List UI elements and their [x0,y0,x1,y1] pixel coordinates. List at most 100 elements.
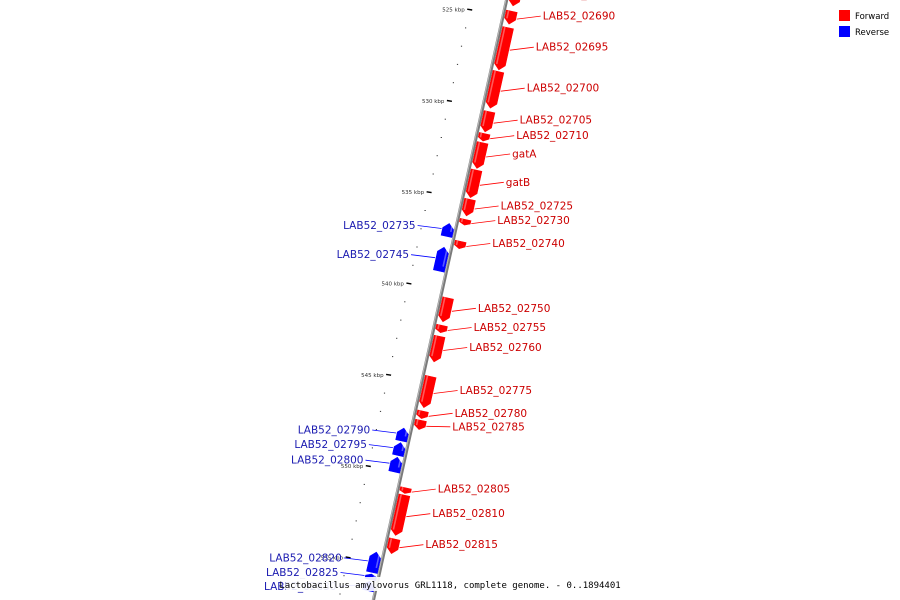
tick-label: 545 kbp [361,373,384,379]
gene-lab52-02775[interactable] [419,374,437,409]
gene-label[interactable]: LAB52_02785 [452,421,525,433]
gene-label[interactable]: LAB52_02800 [291,455,364,467]
gene-label[interactable]: LAB52_02820 [269,552,342,564]
gene-arrow[interactable] [429,334,446,363]
gene-lab52-02810[interactable] [390,493,411,536]
gene-lab52-02745[interactable] [433,246,449,273]
gene-arrow[interactable] [494,26,514,71]
gene-label[interactable]: LAB52_02750 [478,303,551,315]
gene-lab52-02735[interactable] [440,223,454,238]
gene-arrow[interactable] [388,456,403,474]
gene-label[interactable]: LAB52_02790 [298,425,371,437]
gene-label[interactable]: LAB52_02735 [343,220,416,232]
gene-label[interactable]: LAB52_02695 [536,42,609,54]
tick-label: 525 kbp [442,8,465,14]
gene-arrow-shine [415,419,419,426]
gene-label[interactable]: LAB52_02710 [516,130,589,142]
gene-arrow[interactable] [414,418,427,430]
gene-lab52-02805[interactable] [399,486,412,494]
gene-lab52-02705[interactable] [480,110,496,133]
gene-arrow[interactable] [416,409,429,419]
gene-label[interactable]: gatA [512,149,537,161]
major-tick [345,556,351,559]
gene-arrow[interactable] [433,246,449,273]
gene-label[interactable]: LAB52_02825 [266,567,339,579]
gene-arrow[interactable] [399,486,412,494]
gene-arrow-shine [418,410,421,416]
gene-label-leader [426,425,451,428]
gene-label[interactable]: LAB52_02745 [337,249,410,261]
gene-arrow[interactable] [485,70,505,109]
gene-label-leader [490,135,515,140]
gene-label[interactable]: gatB [506,177,530,189]
gene-label[interactable]: LAB52_02805 [438,484,511,496]
gene-lab52-02785[interactable] [414,418,427,430]
gene-lab52-02800[interactable] [388,456,403,474]
gene-arrow[interactable] [480,110,496,133]
gene-arrow[interactable] [390,493,411,536]
gene-lab52-02750[interactable] [438,296,454,323]
gene-arrow[interactable] [386,537,401,555]
gene-label[interactable]: LAB52_02740 [492,238,565,250]
gene-arrow-shine [487,70,496,103]
gene-lab52-02760[interactable] [429,334,446,363]
gene-lab52-02795[interactable] [392,442,406,457]
gene-label[interactable]: LAB52_02780 [455,408,527,420]
gene-label[interactable]: LAB52_02705 [520,115,593,127]
gene-gatb[interactable] [465,168,483,199]
gene-arrow-shine [401,443,405,452]
gene-lab52-02790[interactable] [395,427,409,443]
gene-arrow[interactable] [440,223,454,238]
gene-label-leader [368,444,393,448]
gene-arrow-shine [467,169,475,192]
gene-lab52-02815[interactable] [386,537,401,555]
gene-arrow[interactable] [366,551,381,574]
gene-arrow[interactable] [472,141,489,169]
major-tick [385,373,392,376]
gene-label[interactable]: LAB52_02795 [294,439,367,451]
gene-lab52-02700[interactable] [485,70,505,109]
gene-arrow[interactable] [461,197,476,217]
gene-lab52-02690[interactable] [504,9,518,25]
gene-arrow[interactable] [465,168,483,199]
gene-lab52-02685[interactable] [508,0,523,7]
gene-lab52-02820[interactable] [366,551,381,574]
gene-label[interactable]: LAB52_02685 [548,0,621,1]
gene-lab52-02780[interactable] [416,409,429,419]
gene-label[interactable]: LAB52_02810 [432,508,505,520]
gene-arrow-shine [506,10,510,19]
gene-arrow[interactable] [438,296,454,323]
gene-arrow-shine [397,457,402,468]
gene-arrow[interactable] [477,132,491,142]
gene-lab52-02695[interactable] [494,26,514,71]
gene-arrow[interactable] [435,323,448,334]
gene-arrow-shine [479,132,483,138]
gene-arrow-shine [450,224,454,233]
gene-label[interactable]: LAB52_02730 [497,215,570,227]
labels-layer: LAB52_02680LAB52_02685LAB52_02690LAB52_0… [264,0,621,593]
gene-arrow[interactable] [508,0,523,7]
gene-lab52-02740[interactable] [454,239,467,250]
gene-gata[interactable] [472,141,489,169]
gene-arrow[interactable] [459,217,472,226]
gene-arrow[interactable] [454,239,467,250]
gene-label[interactable]: LAB52_02700 [527,83,600,95]
gene-arrow[interactable] [395,427,409,443]
gene-label[interactable]: LAB52_02755 [474,322,546,334]
sequence-backbone [371,0,509,600]
gene-label[interactable]: LAB52_02690 [543,11,616,23]
gene-arrow[interactable] [419,374,437,409]
gene-arrow[interactable] [504,9,518,25]
gene-label[interactable]: LAB52_02725 [501,201,573,213]
tick-label: 550 kbp [341,464,364,470]
sequence-backbone-highlight [372,0,507,600]
gene-lab52-02710[interactable] [477,132,491,142]
gene-label[interactable]: LAB52_02775 [460,385,532,397]
gene-label[interactable]: LAB52_02815 [425,539,498,551]
gene-label[interactable]: LAB52_02760 [469,342,542,354]
gene-lab52-02730[interactable] [459,217,472,226]
gene-lab52-02725[interactable] [461,197,476,217]
gene-lab52-02755[interactable] [435,323,448,334]
gene-arrow[interactable] [392,442,406,457]
